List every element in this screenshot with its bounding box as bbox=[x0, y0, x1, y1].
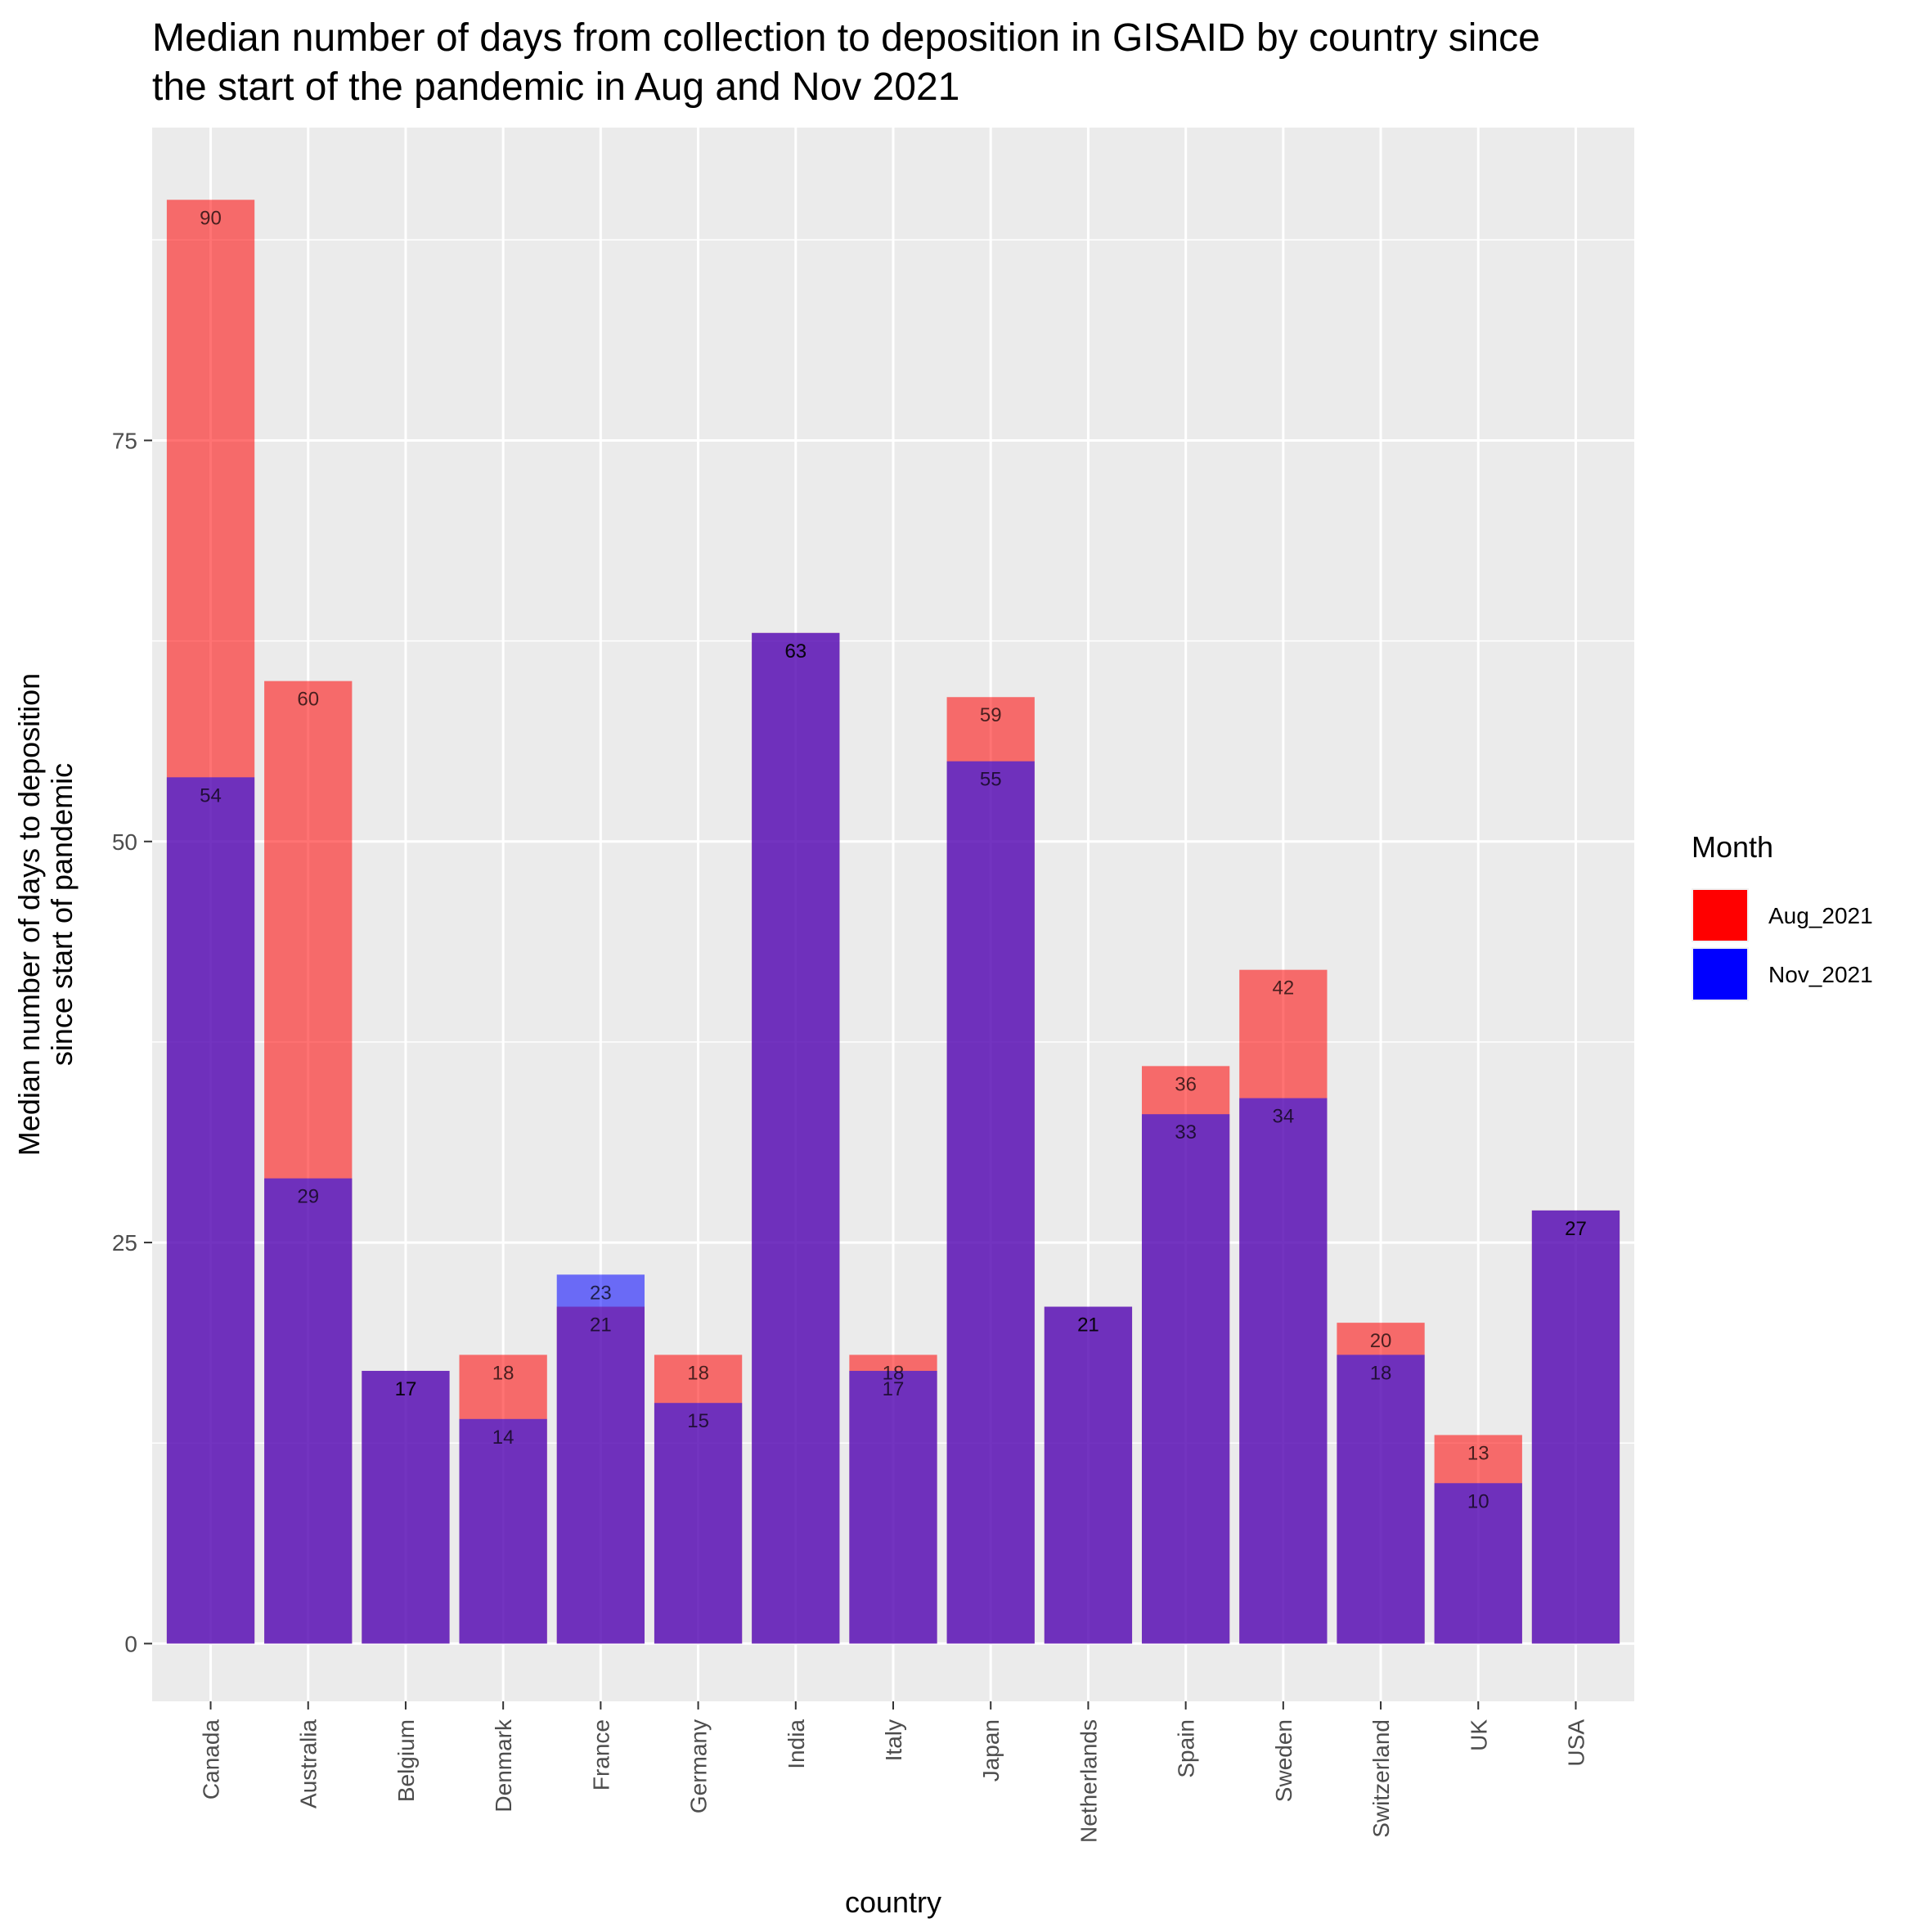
bar-nov-2021 bbox=[166, 777, 255, 1644]
bar-value-label: 27 bbox=[1565, 1218, 1587, 1240]
bar-value-label: 29 bbox=[297, 1186, 319, 1208]
bar-value-label: 63 bbox=[784, 640, 806, 663]
y-tick-label: 0 bbox=[124, 1631, 137, 1656]
bar-value-label: 21 bbox=[1077, 1314, 1099, 1337]
bar-nov-2021 bbox=[654, 1403, 743, 1644]
legend-title: Month bbox=[1692, 830, 1773, 864]
bar-nov-2021 bbox=[1239, 1098, 1328, 1644]
chart-title-line-2: the start of the pandemic in Aug and Nov… bbox=[152, 65, 959, 109]
chart-title-line-1: Median number of days from collection to… bbox=[152, 16, 1540, 60]
bar-value-labels: 9060171821186318592136422013275429171423… bbox=[200, 207, 1587, 1512]
bar-nov-2021 bbox=[459, 1418, 547, 1644]
y-axis-title-line-1: Median number of days to deposition bbox=[12, 673, 46, 1156]
bar-value-label: 27 bbox=[1565, 1218, 1587, 1240]
legend-label: Aug_2021 bbox=[1768, 903, 1873, 928]
bar-value-label: 20 bbox=[1370, 1330, 1392, 1352]
legend-key-aug-2021 bbox=[1693, 890, 1747, 941]
y-tick-label: 50 bbox=[112, 829, 137, 855]
x-tick-label: Belgium bbox=[393, 1719, 419, 1802]
x-tick-label: Japan bbox=[978, 1719, 1004, 1781]
chart-title: Median number of days from collection to… bbox=[152, 16, 1540, 109]
bar-value-label: 33 bbox=[1175, 1121, 1197, 1143]
bar-value-label: 42 bbox=[1272, 977, 1294, 1000]
y-tick-label: 25 bbox=[112, 1230, 137, 1256]
bar-value-label: 18 bbox=[492, 1362, 514, 1384]
legend-key-nov-2021 bbox=[1693, 949, 1747, 1000]
bar-value-label: 55 bbox=[980, 769, 1002, 791]
bar-nov-2021 bbox=[946, 761, 1035, 1644]
bar-value-label: 59 bbox=[980, 704, 1002, 726]
bar-nov-2021 bbox=[556, 1274, 645, 1644]
bar-value-label: 90 bbox=[200, 207, 222, 229]
bar-nov-2021 bbox=[1434, 1483, 1522, 1644]
x-tick-label: France bbox=[588, 1719, 613, 1790]
bar-value-label: 36 bbox=[1175, 1073, 1197, 1095]
x-tick-label: USA bbox=[1563, 1719, 1588, 1767]
y-tick-label: 75 bbox=[112, 428, 137, 453]
y-axis-title-line-2: since start of pandemic bbox=[45, 763, 79, 1066]
x-tick-label: India bbox=[784, 1719, 809, 1769]
bar-nov-2021 bbox=[1531, 1210, 1620, 1644]
x-axis-title: country bbox=[845, 1885, 941, 1919]
bar-value-label: 13 bbox=[1467, 1442, 1489, 1464]
x-axis: Canada Australia Belgium Denmark France Germa… bbox=[199, 1701, 1588, 1843]
y-axis-title: Median number of days to deposition sinc… bbox=[12, 673, 79, 1156]
bar-nov-2021 bbox=[1044, 1306, 1133, 1644]
x-tick-label: Denmark bbox=[491, 1719, 516, 1813]
bar-nov-2021 bbox=[1337, 1355, 1425, 1644]
x-tick-label: Italy bbox=[881, 1719, 906, 1761]
x-tick-label: Switzerland bbox=[1368, 1719, 1394, 1838]
bar-value-label: 14 bbox=[492, 1427, 514, 1449]
bar-value-label: 18 bbox=[1370, 1362, 1392, 1384]
x-tick-label: Canada bbox=[199, 1719, 224, 1800]
x-tick-label: Germany bbox=[686, 1719, 712, 1813]
bar-value-label: 60 bbox=[297, 689, 319, 711]
bar-value-label: 10 bbox=[1467, 1490, 1489, 1512]
x-tick-label: Sweden bbox=[1271, 1719, 1296, 1802]
bar-value-label: 17 bbox=[395, 1378, 417, 1400]
bar-value-label: 18 bbox=[883, 1362, 905, 1384]
x-tick-label: UK bbox=[1466, 1719, 1491, 1751]
bar-value-label: 17 bbox=[883, 1378, 905, 1400]
legend: Month Aug_2021 Nov_2021 bbox=[1692, 830, 1873, 1001]
bar-value-label: 23 bbox=[590, 1282, 612, 1304]
x-tick-label: Spain bbox=[1174, 1719, 1199, 1778]
bar-value-label: 63 bbox=[784, 640, 806, 663]
bar-value-label: 15 bbox=[687, 1410, 709, 1432]
x-tick-label: Australia bbox=[296, 1719, 321, 1808]
bar-nov-2021 bbox=[849, 1370, 937, 1644]
y-axis: 0 25 50 75 bbox=[112, 428, 152, 1656]
bar-nov-2021 bbox=[362, 1370, 450, 1644]
legend-label: Nov_2021 bbox=[1768, 962, 1873, 987]
x-tick-label: Netherlands bbox=[1076, 1719, 1101, 1843]
bar-value-label: 18 bbox=[687, 1362, 709, 1384]
bar-nov-2021 bbox=[264, 1178, 353, 1644]
bar-value-label: 21 bbox=[1077, 1314, 1099, 1337]
bar-value-label: 17 bbox=[395, 1378, 417, 1400]
bar-nov-2021 bbox=[1141, 1114, 1230, 1644]
bar-value-label: 34 bbox=[1272, 1106, 1294, 1128]
bar-nov-2021 bbox=[752, 632, 840, 1644]
bars bbox=[166, 200, 1620, 1644]
bar-value-label: 21 bbox=[590, 1314, 612, 1337]
bar-value-label: 54 bbox=[200, 784, 222, 806]
